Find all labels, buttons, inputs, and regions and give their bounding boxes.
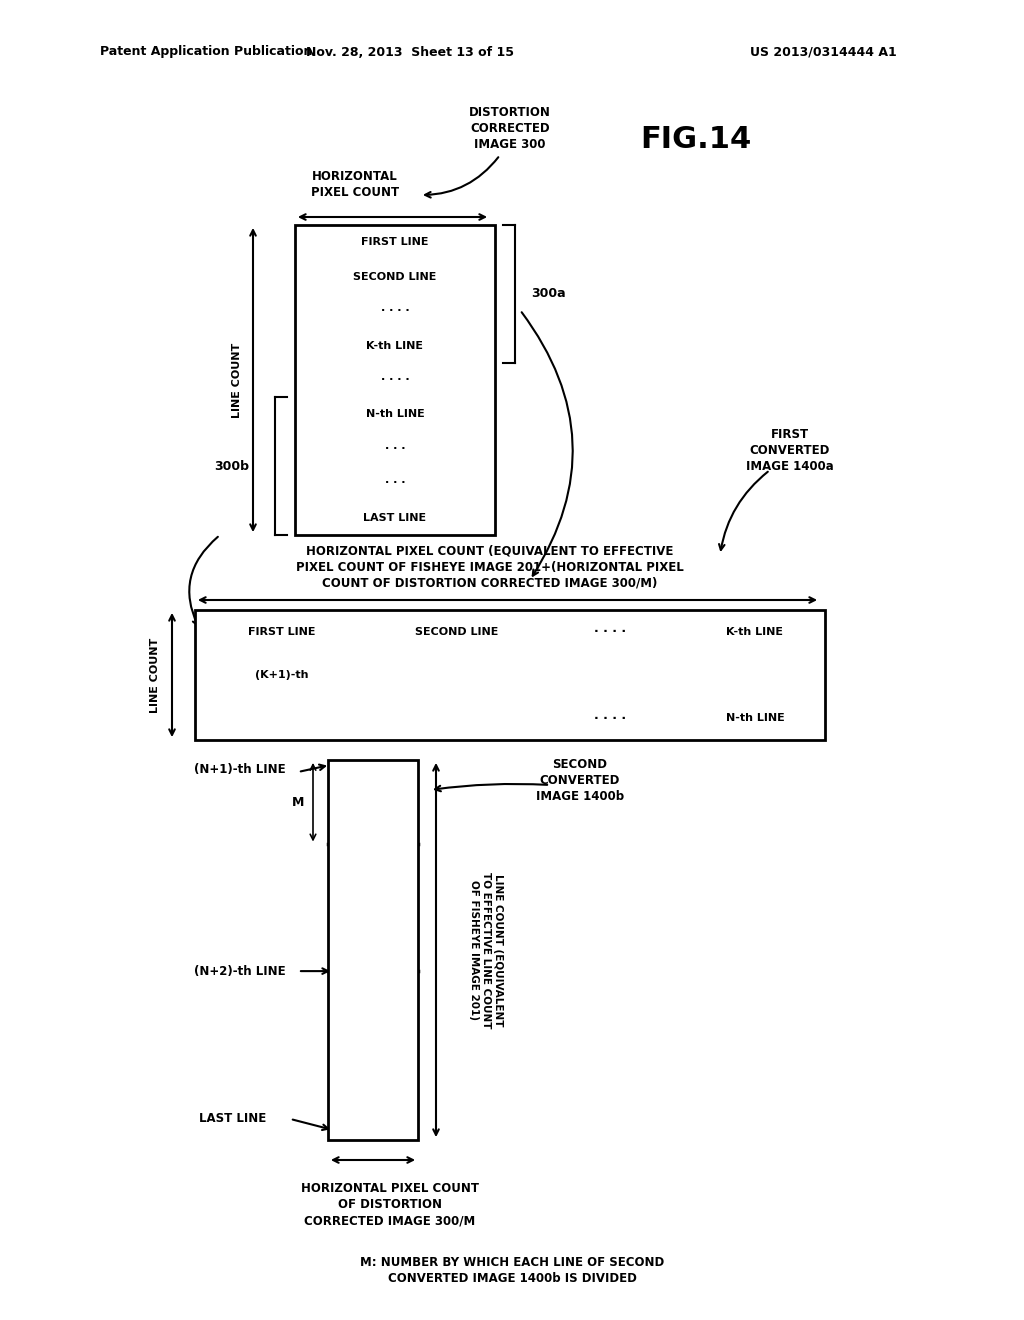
Text: M: NUMBER BY WHICH EACH LINE OF SECOND
CONVERTED IMAGE 1400b IS DIVIDED: M: NUMBER BY WHICH EACH LINE OF SECOND C…: [359, 1255, 665, 1284]
Text: SECOND LINE: SECOND LINE: [353, 272, 436, 281]
Text: N-th LINE: N-th LINE: [366, 409, 424, 420]
Bar: [295, 224, 495, 535]
Text: LINE COUNT: LINE COUNT: [150, 638, 160, 713]
Text: · · · ·: · · · ·: [594, 626, 626, 638]
Text: FIG.14: FIG.14: [640, 125, 752, 154]
Text: FIRST
CONVERTED
IMAGE 1400a: FIRST CONVERTED IMAGE 1400a: [746, 428, 834, 473]
Text: LAST LINE: LAST LINE: [364, 512, 427, 523]
Text: FIRST LINE: FIRST LINE: [248, 627, 315, 636]
Bar: [195, 610, 825, 741]
Text: Nov. 28, 2013  Sheet 13 of 15: Nov. 28, 2013 Sheet 13 of 15: [306, 45, 514, 58]
Text: FIRST LINE: FIRST LINE: [361, 238, 429, 247]
Text: DISTORTION
CORRECTED
IMAGE 300: DISTORTION CORRECTED IMAGE 300: [469, 106, 551, 150]
Text: K-th LINE: K-th LINE: [367, 341, 424, 351]
Text: 300a: 300a: [531, 288, 565, 301]
Text: HORIZONTAL PIXEL COUNT
OF DISTORTION
CORRECTED IMAGE 300/M: HORIZONTAL PIXEL COUNT OF DISTORTION COR…: [301, 1183, 479, 1228]
Text: · · · ·: · · · ·: [381, 375, 410, 385]
Bar: [328, 760, 418, 1140]
Text: N-th LINE: N-th LINE: [726, 713, 784, 723]
Text: · · ·: · · ·: [385, 478, 406, 488]
Text: K-th LINE: K-th LINE: [726, 627, 783, 636]
Text: HORIZONTAL PIXEL COUNT (EQUIVALENT TO EFFECTIVE
PIXEL COUNT OF FISHEYE IMAGE 201: HORIZONTAL PIXEL COUNT (EQUIVALENT TO EF…: [296, 544, 684, 590]
Text: (N+2)-th LINE: (N+2)-th LINE: [195, 965, 286, 978]
Text: · · · ·: · · · ·: [594, 711, 626, 725]
Text: LAST LINE: LAST LINE: [200, 1113, 266, 1126]
Text: SECOND LINE: SECOND LINE: [416, 627, 499, 636]
Text: (K+1)-th: (K+1)-th: [255, 671, 309, 680]
Text: · · ·: · · ·: [385, 444, 406, 454]
Text: LINE COUNT: LINE COUNT: [232, 342, 242, 417]
Text: (N+1)-th LINE: (N+1)-th LINE: [195, 763, 286, 776]
Text: HORIZONTAL
PIXEL COUNT: HORIZONTAL PIXEL COUNT: [311, 170, 399, 199]
Text: Patent Application Publication: Patent Application Publication: [100, 45, 312, 58]
Text: M: M: [292, 796, 304, 809]
Text: 300b: 300b: [214, 459, 249, 473]
Text: SECOND
CONVERTED
IMAGE 1400b: SECOND CONVERTED IMAGE 1400b: [536, 758, 624, 803]
Text: US 2013/0314444 A1: US 2013/0314444 A1: [750, 45, 897, 58]
Text: · · · ·: · · · ·: [381, 306, 410, 315]
Text: LINE COUNT (EQUIVALENT
TO EFFECTIVE LINE COUNT
OF FISHEYE IMAGE 201): LINE COUNT (EQUIVALENT TO EFFECTIVE LINE…: [469, 871, 504, 1028]
